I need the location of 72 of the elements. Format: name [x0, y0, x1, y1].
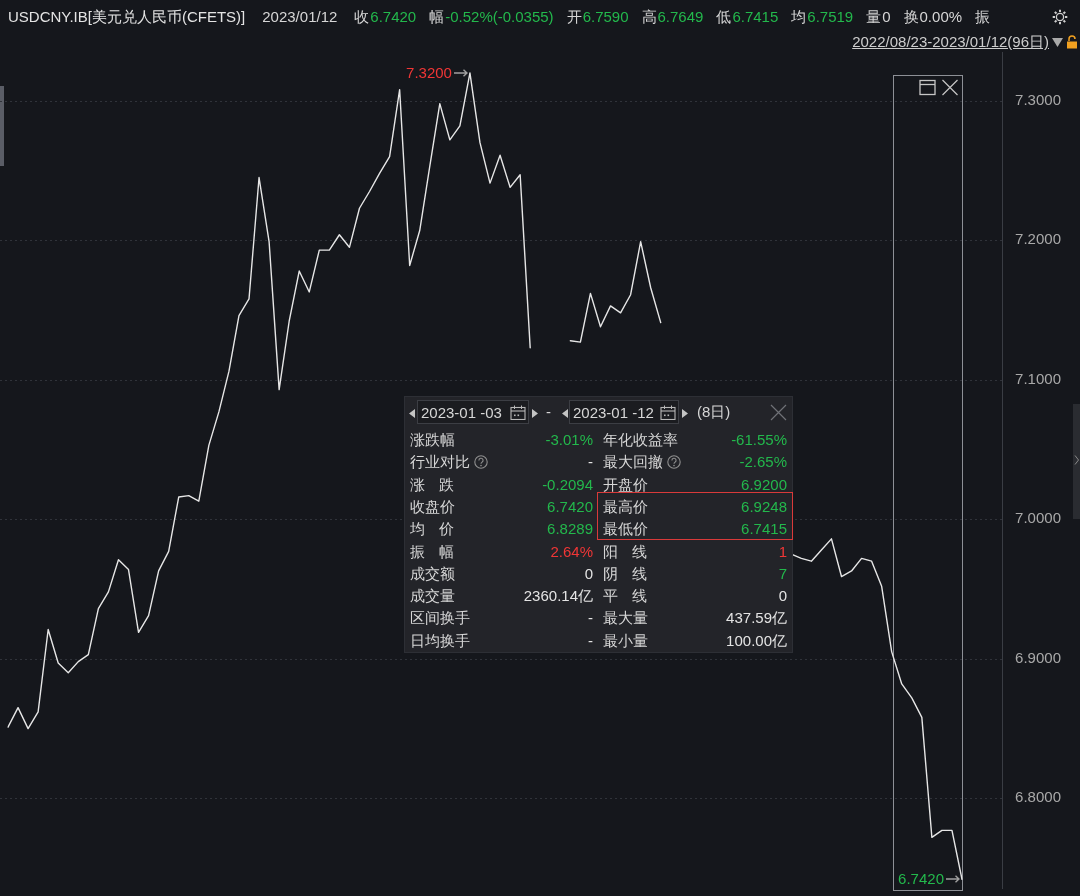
annotation: 2360.14亿: [523, 587, 593, 606]
chart-title: USDCNY.IB[美元兑人民币(CFETS)]: [8, 8, 246, 26]
annotation: 7: [778, 564, 787, 583]
annotation: 最大回撤: [603, 453, 663, 472]
annotation: 阳 线: [603, 542, 648, 561]
annotation: 均 价: [410, 520, 455, 539]
text: 开: [566, 8, 582, 26]
y-tick-label: 6.8000: [1015, 788, 1061, 806]
annotation: 最大量: [603, 609, 648, 628]
annotation: 振 幅: [410, 542, 455, 561]
chart-subtitle: 2022/08/23-2023/01/12(96日): [852, 33, 1049, 51]
annotation: (8日): [697, 403, 731, 421]
text: 2023/01/12: [262, 8, 338, 26]
annotation: 2023-01 -03: [421, 404, 502, 422]
annotation: -61.55%: [731, 431, 787, 449]
annotation: 6.7415: [741, 520, 787, 539]
annotation: 平 线: [603, 587, 648, 606]
text: 6.7519: [807, 8, 854, 26]
annotation: -2.65%: [739, 453, 787, 472]
text: 幅: [429, 8, 445, 26]
annotation: -: [588, 609, 593, 628]
annotation: -3.01%: [545, 431, 593, 449]
annotation: 年化收益率: [603, 431, 678, 449]
annotation: 行业对比: [410, 453, 470, 472]
annotation: 区间换手: [410, 609, 470, 628]
annotation: 2023-01 -12: [573, 404, 654, 422]
text: 6.7420: [370, 8, 417, 26]
text: 6.7649: [657, 8, 704, 26]
annotation: 6.9200: [741, 475, 787, 494]
text: 0.00%: [919, 8, 963, 26]
annotation: -0.2094: [542, 475, 593, 494]
annotation: 1: [778, 542, 787, 561]
annotation: -: [546, 403, 551, 421]
annotation: -: [588, 631, 593, 650]
text: 收: [354, 8, 370, 26]
annotation: 6.9248: [741, 497, 787, 516]
text: 6.7590: [582, 8, 629, 26]
text: 0: [882, 8, 891, 26]
annotation: 涨 跌: [410, 475, 455, 494]
annotation: 0: [778, 587, 787, 606]
annotation: 最小量: [603, 631, 648, 650]
y-tick-label: 7.1000: [1015, 369, 1061, 387]
annotation: 日均换手: [410, 631, 470, 650]
y-tick-label: 7.0000: [1015, 509, 1061, 527]
annotation: 2.64%: [550, 542, 593, 561]
annotation: 成交量: [410, 587, 455, 606]
annotation: 6.8289: [547, 520, 593, 539]
text: 换: [903, 8, 919, 26]
annotation: 成交额: [410, 564, 455, 583]
annotation: 收盘价: [410, 497, 455, 516]
annotation: 100.00亿: [726, 631, 787, 650]
text: 量: [866, 8, 882, 26]
annotation: 最高价: [603, 497, 648, 516]
y-tick-label: 7.3000: [1015, 90, 1061, 108]
text: 振: [975, 8, 991, 26]
text: 低: [716, 8, 732, 26]
annotation: 6.7420: [547, 497, 593, 516]
data-label: 6.7420: [898, 870, 944, 888]
annotation: -: [588, 453, 593, 472]
text: -0.52%(-0.0355): [445, 8, 554, 26]
y-tick-label: 7.2000: [1015, 230, 1061, 248]
data-label: 7.3200: [406, 64, 452, 82]
text: 6.7415: [732, 8, 779, 26]
annotation: 涨跌幅: [410, 431, 455, 449]
annotation: 阴 线: [603, 564, 648, 583]
annotation: 0: [584, 564, 593, 583]
annotation: 开盘价: [603, 475, 648, 494]
text: 均: [791, 8, 807, 26]
y-tick-label: 6.9000: [1015, 648, 1061, 666]
text: 高: [641, 8, 657, 26]
annotation: 437.59亿: [726, 609, 787, 628]
annotation: 最低价: [603, 520, 648, 539]
